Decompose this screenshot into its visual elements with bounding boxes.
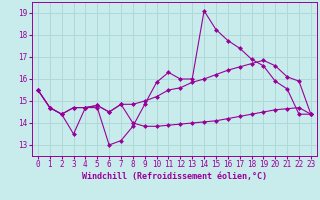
X-axis label: Windchill (Refroidissement éolien,°C): Windchill (Refroidissement éolien,°C) <box>82 172 267 181</box>
